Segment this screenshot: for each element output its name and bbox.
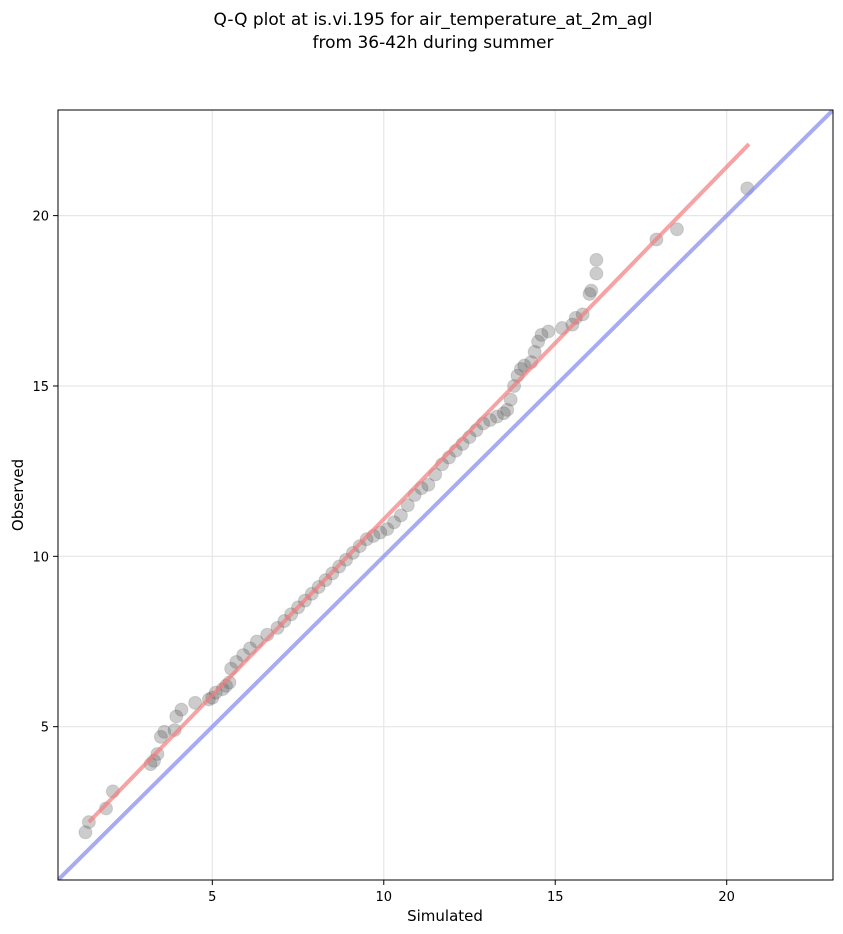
qq-point	[421, 477, 436, 492]
qq-point	[589, 266, 604, 281]
qq-point	[582, 286, 597, 301]
qq-point	[373, 525, 388, 540]
y-tick-label: 5	[41, 721, 49, 736]
y-axis-label: Observed	[9, 459, 27, 531]
qq-point	[380, 522, 395, 537]
qq-point	[387, 515, 402, 530]
qq-point	[483, 413, 498, 428]
y-tick-label: 20	[32, 210, 49, 225]
qq-point	[503, 392, 518, 407]
qq-point	[500, 402, 515, 417]
qq-point	[541, 324, 556, 339]
qq-point	[78, 825, 93, 840]
qq-point	[157, 724, 172, 739]
chart-title: Q-Q plot at is.vi.195 for air_temperatur…	[213, 10, 652, 53]
title-line-1: Q-Q plot at is.vi.195 for air_temperatur…	[213, 10, 652, 30]
grid-lines	[58, 110, 833, 880]
qq-point	[534, 327, 549, 342]
x-tick-label: 20	[718, 890, 735, 905]
fit-line	[87, 142, 751, 824]
qq-point	[393, 508, 408, 523]
identity-line	[58, 110, 833, 880]
y-tick-label: 10	[32, 550, 49, 565]
x-tick-label: 10	[376, 890, 393, 905]
qq-point	[400, 498, 415, 513]
axes-frame	[57, 109, 834, 881]
x-axis-label: Simulated	[407, 907, 483, 925]
plot-area	[58, 110, 833, 880]
qq-point	[531, 334, 546, 349]
qq-point	[188, 695, 203, 710]
qq-point	[496, 406, 511, 421]
x-tick-label: 5	[208, 890, 216, 905]
qq-point	[669, 222, 684, 237]
y-tick-label: 15	[32, 380, 49, 395]
qq-point	[153, 729, 168, 744]
qq-point	[589, 252, 604, 267]
qq-point	[169, 709, 184, 724]
qq-point	[489, 409, 504, 424]
title-line-2: from 36-42h during summer	[313, 33, 554, 53]
x-tick-label: 15	[547, 890, 564, 905]
qq-point	[527, 344, 542, 359]
axes: 5 10 15 20 5 10 15 20	[32, 109, 834, 905]
qq-point	[174, 702, 189, 717]
qq-point	[584, 283, 599, 298]
